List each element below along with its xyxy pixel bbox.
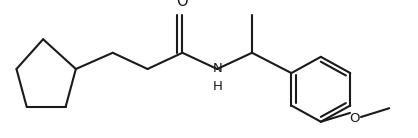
Text: N: N <box>213 63 223 75</box>
Text: O: O <box>176 0 188 10</box>
Text: O: O <box>349 112 360 125</box>
Text: H: H <box>213 80 223 93</box>
